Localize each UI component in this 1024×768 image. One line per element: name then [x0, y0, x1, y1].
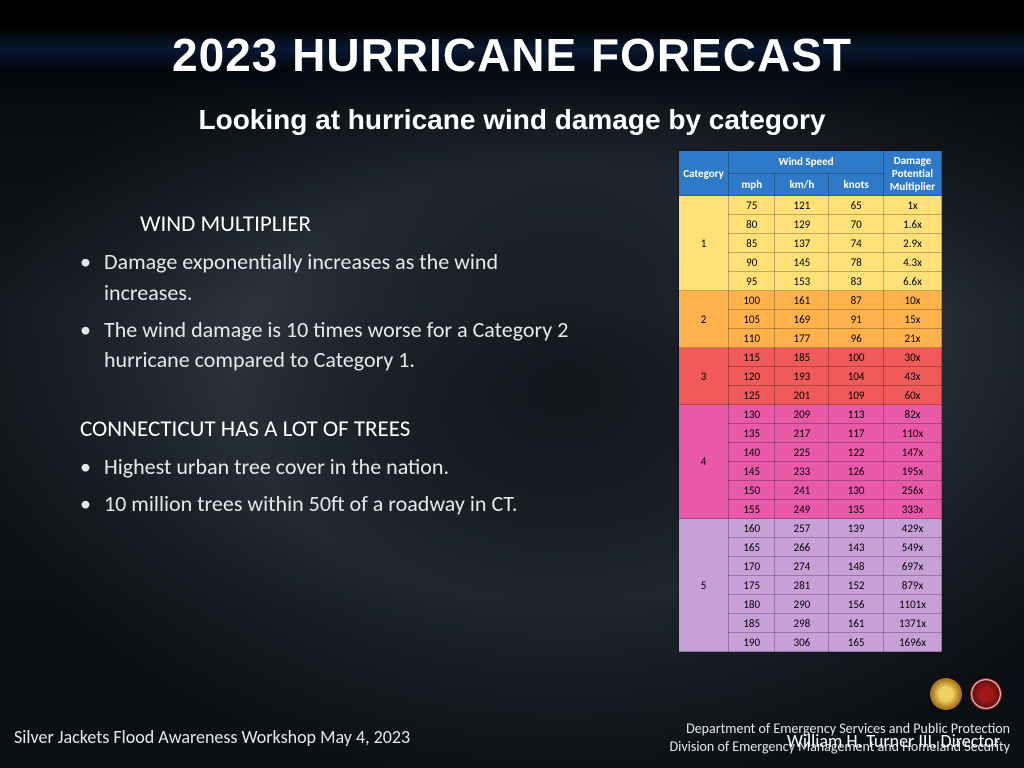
- subtitle: Looking at hurricane wind damage by cate…: [0, 104, 1024, 136]
- section1-list: Damage exponentially increases as the wi…: [60, 244, 580, 379]
- section2-heading: CONNECTICUT HAS A LOT OF TREES: [60, 415, 580, 443]
- list-item: 10 million trees within 50ft of a roadwa…: [80, 486, 580, 523]
- list-item: Highest urban tree cover in the nation.: [80, 449, 580, 486]
- director-name: William H. Turner III, Director: [787, 730, 1000, 752]
- section1-heading: WIND MULTIPLIER: [60, 210, 580, 238]
- section2-list: Highest urban tree cover in the nation. …: [60, 449, 580, 523]
- wind-damage-table: Category Wind Speed Damage Potential Mul…: [678, 150, 942, 652]
- footer-event: Silver Jackets Flood Awareness Workshop …: [14, 726, 410, 748]
- list-item: The wind damage is 10 times worse for a …: [80, 312, 580, 380]
- body-content: WIND MULTIPLIER Damage exponentially inc…: [60, 210, 580, 523]
- agency-seal-icon: [930, 678, 962, 710]
- agency-seal-icon: [970, 678, 1002, 710]
- list-item: Damage exponentially increases as the wi…: [80, 244, 580, 312]
- main-title: 2023 HURRICANE FORECAST: [0, 28, 1024, 82]
